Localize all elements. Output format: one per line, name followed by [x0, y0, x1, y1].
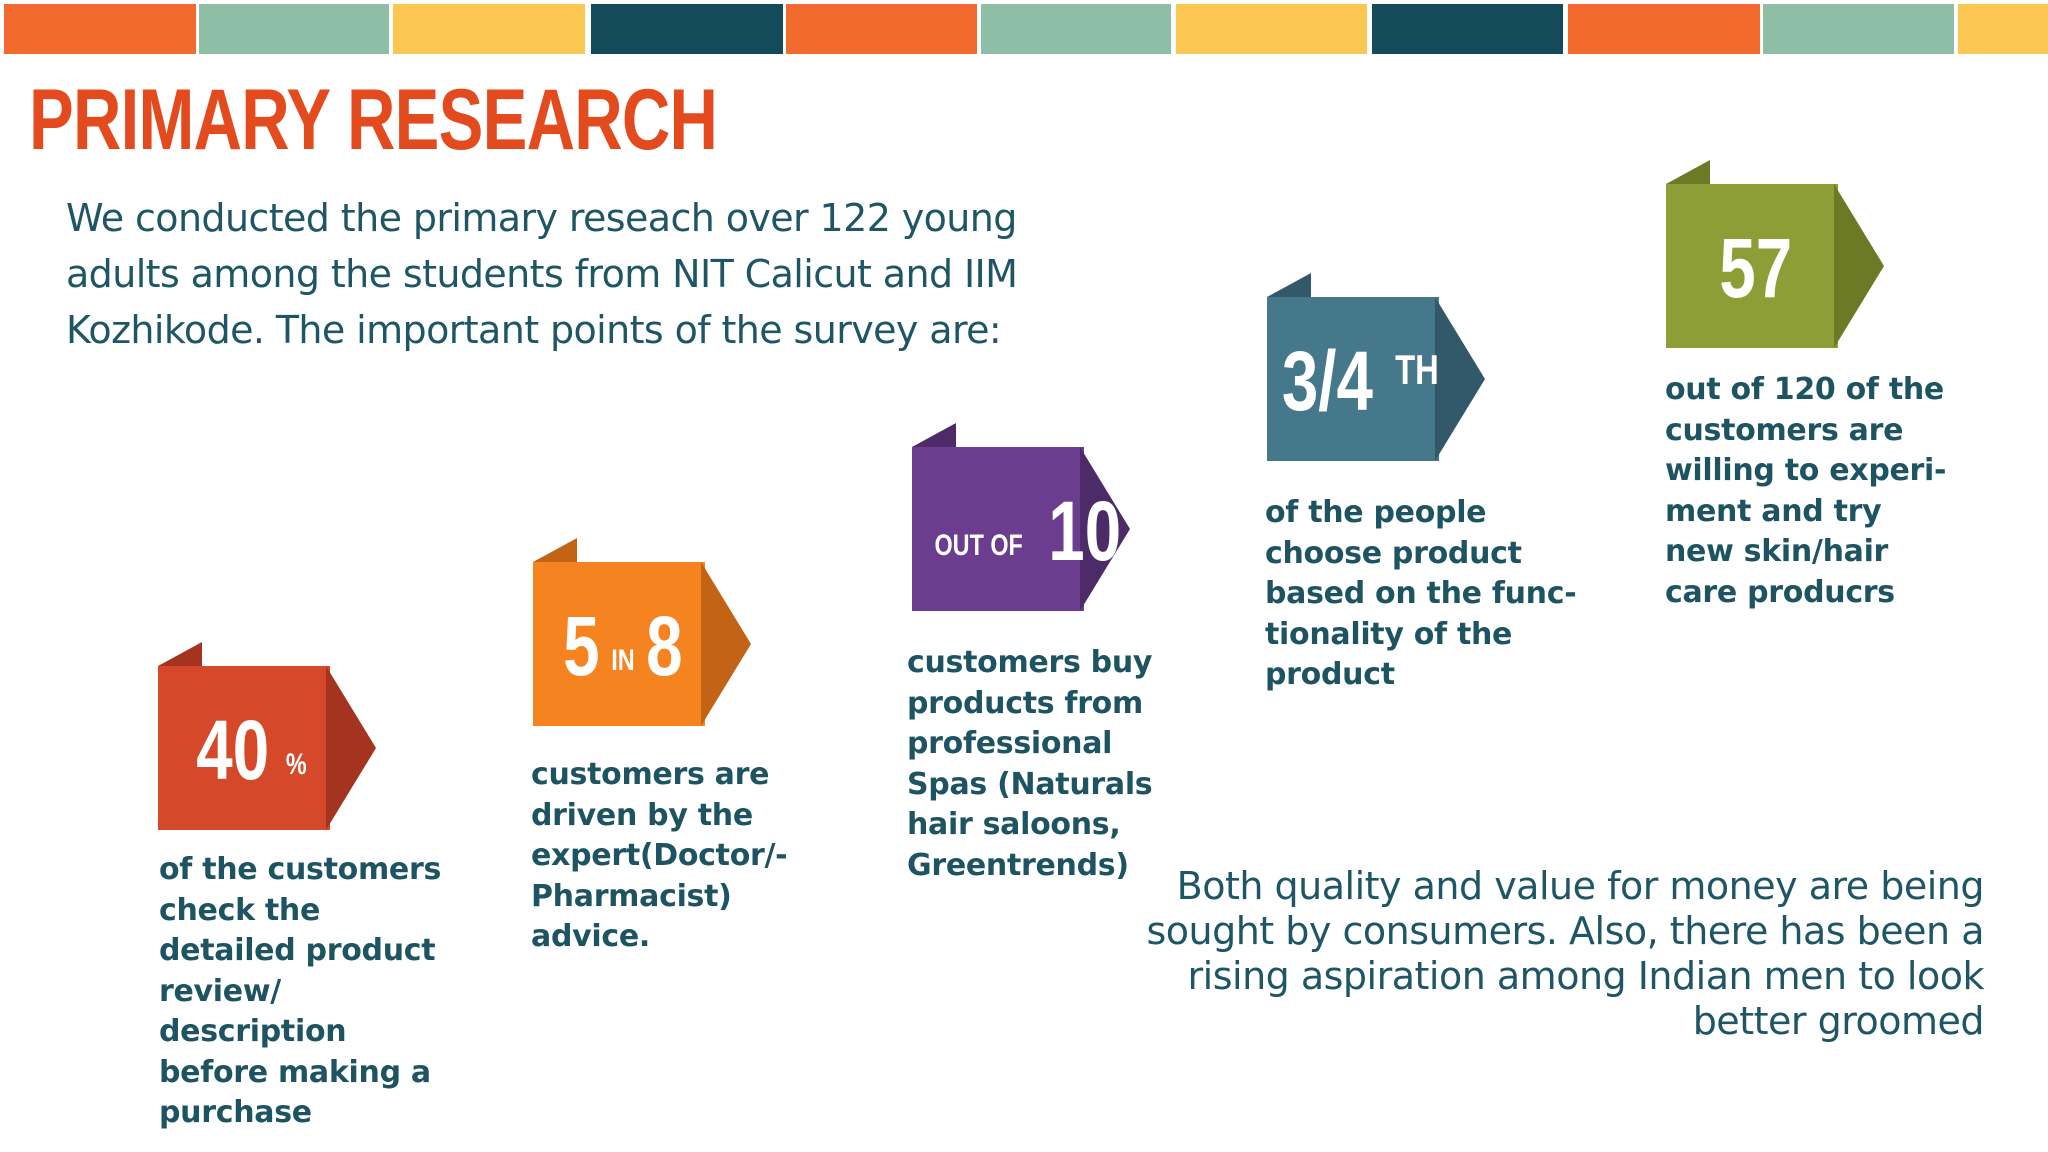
color-segment	[393, 4, 585, 54]
arrow-shape	[158, 642, 376, 830]
color-segment	[4, 4, 196, 54]
stat-description: customers buy products from professional…	[907, 645, 1153, 883]
stat-badge-40-percent: 40 %	[158, 642, 380, 858]
arrow-shape	[912, 423, 1130, 611]
color-segment	[1372, 4, 1563, 54]
stat-connector: OUT OF	[934, 529, 1023, 562]
color-segment	[1568, 4, 1760, 54]
stat-description: of the customers check the detailed prod…	[159, 852, 442, 1130]
color-segment	[1763, 4, 1954, 54]
color-segment	[199, 4, 389, 54]
stat-badge-57: 57	[1666, 160, 1888, 376]
color-segment	[1958, 4, 2048, 54]
page-title: PRIMARY RESEARCH	[29, 72, 718, 168]
arrow-shape	[1267, 273, 1485, 461]
intro-text: We conducted the primary reseach over 12…	[66, 196, 1018, 352]
stat-value: 40	[196, 703, 270, 797]
color-segment	[591, 4, 783, 54]
stat-description: out of 120 of the customers are willing …	[1665, 372, 1947, 610]
stat-description: of the people choose product based on th…	[1265, 495, 1577, 692]
stat-suffix: %	[285, 748, 307, 781]
stat-value: 57	[1719, 221, 1793, 315]
stat-value-2: 10	[1048, 484, 1122, 578]
stat-badge-three-fourths: 3/4 TH	[1267, 273, 1489, 489]
color-segment	[981, 4, 1171, 54]
color-segment	[1176, 4, 1367, 54]
stat-value: 3	[877, 484, 914, 578]
stat-value: 5	[563, 599, 600, 693]
arrow-shape	[533, 538, 751, 726]
stat-superscript: TH	[1395, 346, 1439, 393]
stat-value: 3/4	[1281, 334, 1374, 428]
top-color-bar	[0, 4, 2048, 54]
summary-text: Both quality and value for money are bei…	[1146, 864, 1984, 1043]
stat-badge-5-in-8: 5 IN 8	[533, 538, 755, 754]
stat-description: customers are driven by the expert(Docto…	[531, 757, 788, 954]
stat-badge-3-out-of-10: 3 OUT OF 10	[877, 423, 1134, 639]
stat-value-2: 8	[646, 599, 683, 693]
arrow-shape	[1666, 160, 1884, 348]
color-segment	[786, 4, 977, 54]
stat-connector: IN	[611, 644, 635, 677]
